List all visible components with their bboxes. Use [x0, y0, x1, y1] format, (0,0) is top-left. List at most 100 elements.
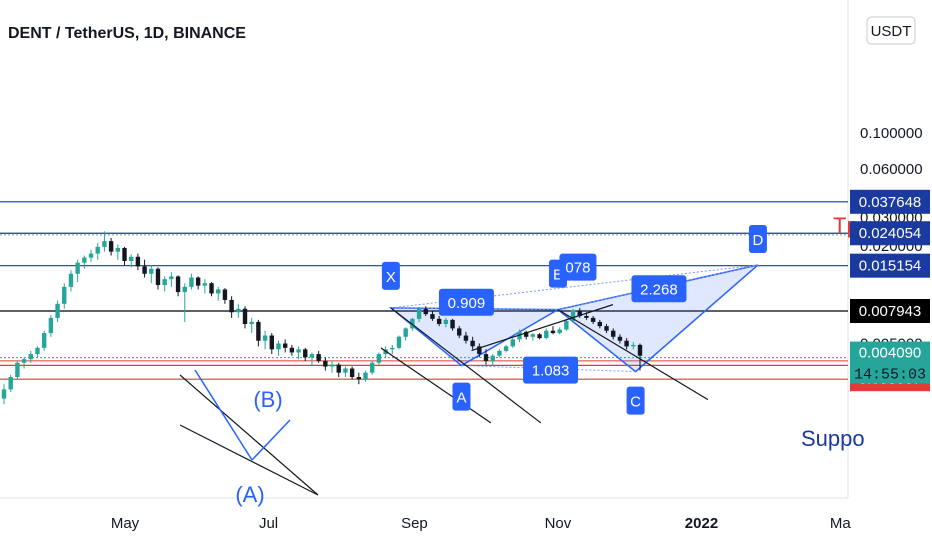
candle-body: [129, 256, 134, 261]
candle: [202, 279, 208, 294]
ratio-label: 0.909: [438, 288, 494, 316]
candle-body: [41, 333, 47, 348]
candle: [303, 347, 308, 361]
candle-body: [323, 360, 328, 367]
channel-line: [557, 309, 709, 401]
candle: [470, 336, 475, 350]
price-tag: 0.015154: [850, 253, 930, 278]
candle: [289, 344, 295, 356]
candle: [416, 307, 422, 322]
candle-body: [390, 347, 395, 350]
price-tag-bg: [850, 299, 930, 323]
candle-body: [216, 289, 221, 294]
candle: [356, 372, 362, 385]
ratio-label-bg: [523, 356, 579, 384]
candle-body: [55, 303, 60, 318]
candle: [8, 374, 13, 393]
candle-body: [557, 329, 562, 334]
candle-body: [195, 277, 201, 286]
candle: [129, 254, 134, 268]
candle: [503, 344, 509, 353]
candle-body: [15, 362, 20, 378]
candle-body: [463, 335, 469, 341]
candle-body: [289, 347, 295, 353]
candle: [570, 308, 576, 322]
candle-body: [169, 276, 174, 280]
candle-body: [363, 372, 368, 380]
candle: [343, 366, 348, 378]
candle: [517, 329, 522, 343]
grid: [0, 0, 849, 499]
candle: [242, 306, 248, 329]
candle: [82, 255, 87, 269]
point-label-text: X: [386, 269, 396, 286]
candle-body: [276, 343, 281, 350]
currency-button[interactable]: USDT: [866, 16, 916, 45]
candle-body: [356, 377, 362, 380]
candle-body: [35, 347, 40, 355]
candle-body: [115, 247, 121, 252]
candle: [323, 357, 328, 371]
candle-body: [336, 364, 341, 373]
candle-body: [624, 340, 629, 347]
candle-body: [222, 289, 228, 300]
candle: [550, 326, 556, 335]
candle-body: [75, 262, 80, 274]
annotation: (A): [235, 482, 264, 507]
candle-body: [202, 283, 208, 286]
candle-body: [570, 310, 576, 321]
candle: [624, 338, 629, 350]
candle-body: [21, 359, 27, 363]
pattern-point-d: D: [748, 224, 767, 253]
candle-body: [410, 318, 415, 329]
point-label-text: C: [630, 394, 641, 411]
candle: [443, 317, 449, 328]
candle-body: [122, 247, 127, 261]
x-axis: May Jul Sep Nov 2022 Ma: [111, 515, 852, 532]
ratio-label: 1.083: [523, 356, 579, 384]
ratio-label-text: 078: [565, 260, 590, 277]
candle: [557, 327, 562, 335]
candle: [175, 275, 181, 297]
candle: [530, 333, 536, 341]
candle: [195, 276, 201, 290]
candle-body: [597, 321, 603, 327]
candle-body: [483, 354, 489, 361]
candle: [108, 237, 114, 256]
channel-line: [179, 424, 319, 496]
candle: [41, 330, 47, 351]
candle: [457, 326, 462, 339]
ratio-label: 2.268: [631, 275, 687, 303]
last-price-tag: 0.004090 14:55:03: [850, 341, 930, 384]
ratio-label-bg: [559, 253, 597, 281]
candle: [169, 272, 174, 287]
price-tag-bg: [850, 189, 930, 214]
ratio-label-bg: [438, 288, 494, 316]
candle: [15, 360, 20, 380]
candle-body: [376, 354, 382, 363]
countdown-label: 14:55:03: [854, 367, 926, 384]
candle-body: [189, 277, 194, 287]
candle: [631, 342, 636, 350]
candle-body: [149, 268, 154, 274]
candle-body: [637, 344, 643, 356]
candle: [349, 366, 355, 380]
candle: [162, 276, 167, 292]
point-label-bg: [626, 386, 645, 415]
candle-body: [303, 349, 308, 358]
candle-body: [470, 340, 475, 347]
x-tick-label: 2022: [685, 515, 718, 532]
x-tick-label: Nov: [545, 515, 572, 532]
x-tick-label: Ma: [830, 515, 851, 532]
x-tick-label: Sep: [401, 515, 428, 532]
candle: [423, 306, 428, 316]
y-tick-label: 0.060000: [860, 161, 923, 178]
point-label-text: D: [753, 232, 764, 249]
candle: [102, 231, 107, 252]
candle-body: [590, 317, 596, 322]
candle-body: [577, 310, 582, 316]
candle: [363, 370, 368, 382]
candle: [497, 349, 502, 358]
